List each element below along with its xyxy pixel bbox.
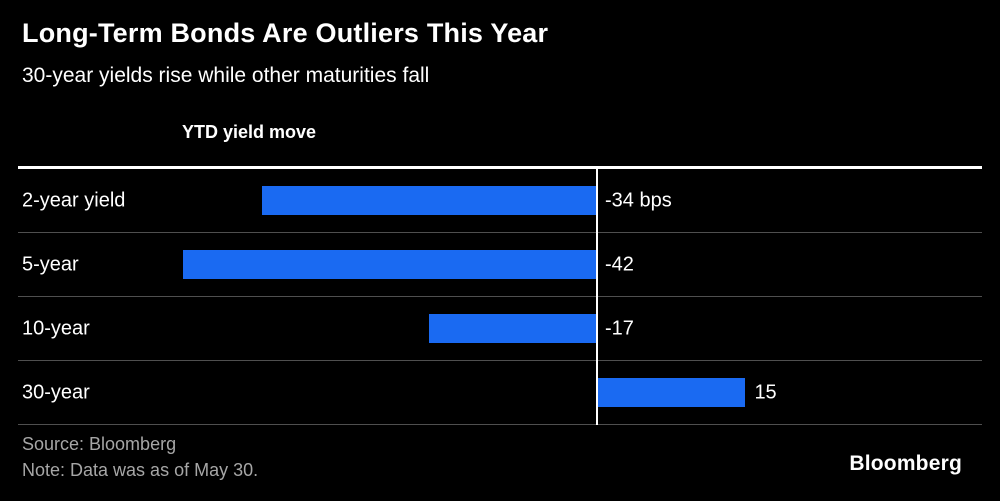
value-bar [261,186,596,215]
category-label: 30-year [22,381,90,403]
value-label: -34 bps [605,189,672,211]
chart-subtitle: 30-year yields rise while other maturiti… [22,64,430,87]
footnotes: Source: Bloomberg Note: Data was as of M… [22,431,258,483]
chart-row: 30-year 15 [18,361,982,425]
bloomberg-logo: Bloomberg [849,452,962,475]
value-bar [183,250,596,279]
chart-row: 10-year -17 [18,297,982,361]
chart-row: 2-year yield -34 bps [18,169,982,233]
value-label: -17 [605,317,634,339]
chart-title: Long-Term Bonds Are Outliers This Year [22,18,549,48]
category-label: 2-year yield [22,189,126,211]
bar-chart: 2-year yield -34 bps 5-year -42 10-year -17 30… [18,166,982,425]
value-bar [598,378,746,407]
value-label: 15 [754,381,777,403]
source-text: Source: Bloomberg [22,434,177,454]
chart-row: 5-year -42 [18,233,982,297]
zero-baseline [596,169,598,425]
category-label: 10-year [22,317,90,339]
value-bar [428,314,596,343]
category-label: 5-year [22,253,79,275]
note-text: Note: Data was as of May 30. [22,460,259,480]
axis-label: YTD yield move [182,122,317,142]
value-label: -42 [605,253,634,275]
